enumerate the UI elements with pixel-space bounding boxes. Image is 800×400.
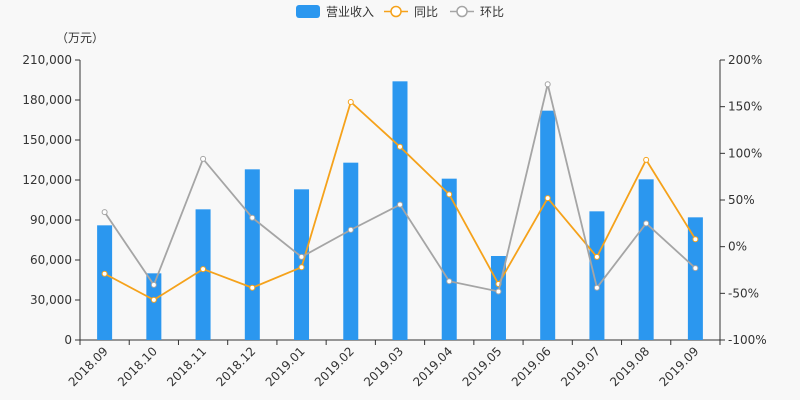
x-tick-label: 2019.04 xyxy=(410,344,455,389)
x-tick-label: 2018.12 xyxy=(213,344,258,389)
x-tick-label: 2019.01 xyxy=(263,344,308,389)
point-yoy xyxy=(544,195,551,202)
point-mom xyxy=(643,220,650,227)
x-tick-label: 2018.09 xyxy=(66,344,111,389)
point-yoy xyxy=(298,264,305,271)
x-tick-label: 2018.11 xyxy=(164,344,209,389)
point-yoy xyxy=(101,270,108,277)
y-left-tick-label: 210,000 xyxy=(22,53,72,67)
point-yoy xyxy=(446,191,453,198)
point-yoy xyxy=(249,284,256,291)
y-right-tick-label: 100% xyxy=(728,146,762,160)
point-mom xyxy=(397,201,403,208)
bar-revenue xyxy=(540,110,556,341)
point-mom xyxy=(101,209,108,216)
x-tick-label: 2019.09 xyxy=(657,344,702,389)
legend-swatch-yoy-marker xyxy=(390,5,402,18)
y-left-tick-label: 120,000 xyxy=(22,173,72,187)
point-mom xyxy=(544,81,551,88)
point-mom xyxy=(347,226,354,233)
legend-swatch-revenue xyxy=(296,5,320,18)
bar-revenue xyxy=(244,169,260,340)
legend-label-mom: 环比 xyxy=(480,5,504,19)
y-right-tick-label: 50% xyxy=(728,193,755,207)
x-tick-label: 2019.06 xyxy=(509,344,554,389)
bar-revenue xyxy=(687,217,703,340)
bar-revenue xyxy=(343,162,359,340)
point-mom xyxy=(200,155,207,162)
x-tick-label: 2019.05 xyxy=(460,344,505,389)
point-yoy xyxy=(593,253,600,260)
left-axis-unit: （万元） xyxy=(56,31,104,45)
point-mom xyxy=(446,278,453,285)
point-yoy xyxy=(692,236,699,243)
x-tick-label: 2019.03 xyxy=(361,344,406,389)
bar-revenue xyxy=(97,225,113,340)
y-left-tick-label: 90,000 xyxy=(30,213,72,227)
bar-revenue xyxy=(638,179,654,340)
line-series xyxy=(101,81,699,303)
x-tick-label: 2019.08 xyxy=(607,344,652,389)
point-mom xyxy=(593,284,600,291)
bar-revenue xyxy=(392,81,408,340)
legend: 营业收入 同比 环比 xyxy=(296,5,504,19)
y-right-tick-label: 150% xyxy=(728,100,762,114)
point-mom xyxy=(692,265,699,272)
x-tick-label: 2018.10 xyxy=(115,344,160,389)
y-left-tick-label: 30,000 xyxy=(30,293,72,307)
y-right-tick-label: -100% xyxy=(728,333,767,347)
y-left-tick-label: 150,000 xyxy=(22,133,72,147)
point-mom xyxy=(150,281,157,288)
bar-revenue xyxy=(195,209,211,340)
x-tick-label: 2019.07 xyxy=(558,344,603,389)
bar-revenue xyxy=(146,273,162,340)
bar-revenue xyxy=(589,211,605,340)
point-mom xyxy=(249,214,256,221)
point-mom xyxy=(495,288,502,295)
point-yoy xyxy=(347,99,354,105)
legend-label-yoy: 同比 xyxy=(414,5,438,19)
y-left-tick-label: 60,000 xyxy=(30,253,72,267)
point-mom xyxy=(298,253,305,260)
y-right-tick-label: 200% xyxy=(728,53,762,67)
y-left-tick-label: 0 xyxy=(64,333,72,347)
x-tick-label: 2019.02 xyxy=(312,344,357,389)
bar-revenue xyxy=(441,178,457,340)
y-right-tick-label: 0% xyxy=(728,240,747,254)
point-yoy xyxy=(200,266,207,273)
legend-swatch-mom-marker xyxy=(456,5,468,18)
y-right-tick-label: -50% xyxy=(728,286,759,300)
legend-label-revenue: 营业收入 xyxy=(326,5,374,19)
y-left-tick-label: 180,000 xyxy=(22,93,72,107)
bars-revenue xyxy=(97,81,703,341)
point-yoy xyxy=(643,156,650,163)
point-yoy xyxy=(397,143,403,150)
point-yoy xyxy=(150,296,157,303)
